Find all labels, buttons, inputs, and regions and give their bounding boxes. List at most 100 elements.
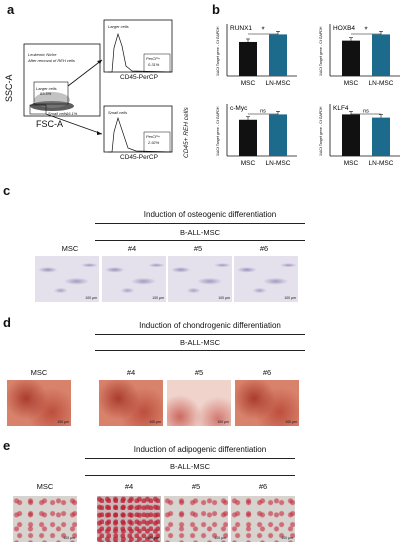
scale-bar-label: 100 µm <box>217 420 229 424</box>
bottom-hist-xaxis: CD45-PerCP <box>120 154 158 161</box>
adipo-title: Induction of adipogenic differentiation <box>133 445 267 454</box>
scale-bar-label: 100 µm <box>147 536 159 540</box>
osteo-image-6: 100 µm <box>234 256 298 302</box>
chart-category-label: LN-MSC <box>266 80 291 87</box>
arrow-larger <box>67 59 103 87</box>
bar <box>269 34 287 76</box>
panel-letter-c: c <box>3 183 11 198</box>
niche-subtitle: After removal of REH cells <box>28 58 75 63</box>
top-hist-xaxis: CD45-PerCP <box>120 74 158 81</box>
arrow-head-icon <box>97 60 102 64</box>
bottom-histogram-curve <box>108 116 173 153</box>
small-gate-pct: 16.1% <box>66 111 78 116</box>
panel-letter-d: d <box>3 315 11 330</box>
adipo-sample-5: #5 <box>191 482 201 491</box>
chondro-group-rule <box>95 350 305 351</box>
bar <box>342 40 360 76</box>
bar <box>372 34 390 76</box>
chart-category-label: MSC <box>241 160 256 167</box>
scale-bar-label: 100 µm <box>149 420 161 424</box>
chart-category-label: MSC <box>344 80 359 87</box>
bottom-histogram-frame <box>103 105 173 153</box>
chart-y-label: 1/ΔCt Target gene - Ct GAPDH <box>216 26 220 76</box>
scale-bar-label: 100 µm <box>152 296 164 300</box>
chart-y-label: 1/ΔCt Target gene - Ct GAPDH <box>319 26 323 76</box>
osteo-image-msc: 100 µm <box>35 256 99 302</box>
adipo-image-5: 100 µm <box>164 496 228 542</box>
top-histogram-curve <box>108 32 173 73</box>
osteo-sample-6: #6 <box>259 244 269 253</box>
osteo-title-rule <box>95 223 305 224</box>
ssc-a-axis: SSC-A <box>2 60 16 110</box>
chart-category-label: MSC <box>241 80 256 87</box>
chart-y-label: 1/ΔCt Target gene - Ct GAPDH <box>319 106 323 156</box>
panel-letter-b: b <box>212 2 220 17</box>
flow-cytometry-panel <box>23 19 173 153</box>
chondro-sample-6: #6 <box>262 368 272 377</box>
chondro-image-msc: 100 µm <box>7 380 71 426</box>
chart-category-label: LN-MSC <box>369 80 394 87</box>
scale-bar-label: 100 µm <box>218 296 230 300</box>
chart-y-label: 1/ΔCt Target gene - Ct GAPDH <box>216 106 220 156</box>
osteo-title: Induction of osteogenic differentiation <box>143 210 277 219</box>
chart-category-label: LN-MSC <box>266 160 291 167</box>
adipo-group-rule <box>85 475 295 476</box>
chart-category-label: LN-MSC <box>369 160 394 167</box>
significance-label: * <box>261 26 264 35</box>
chondro-image-6: 100 µm <box>235 380 299 426</box>
osteo-sample-msc: MSC <box>61 244 79 253</box>
chart-title: c-Myc <box>230 105 248 112</box>
chart-title: RUNX1 <box>230 25 252 32</box>
arrow-head-icon <box>97 131 102 135</box>
significance-label: ns <box>363 109 369 115</box>
panel-letter-a: a <box>7 2 15 17</box>
osteo-sample-4: #4 <box>127 244 137 253</box>
chondro-title-rule <box>95 334 305 335</box>
bottom-hist-title: Small cells <box>108 110 128 115</box>
ssc-a-label: SSC-A <box>4 74 14 102</box>
bar <box>239 41 257 76</box>
arrow-small <box>45 113 103 135</box>
adipo-sample-6: #6 <box>258 482 268 491</box>
scale-bar-label: 100 µm <box>281 536 293 540</box>
bar <box>269 114 287 156</box>
scale-bar-label: 100 µm <box>285 420 297 424</box>
adipo-sample-msc: MSC <box>36 482 54 491</box>
adipo-image-msc: 100 µm <box>13 496 77 542</box>
top-histogram-frame <box>103 19 173 73</box>
chondro-image-5: 100 µm <box>167 380 231 426</box>
bar <box>239 119 257 156</box>
small-cells-gate <box>29 104 47 115</box>
larger-gate-label: Larger cells <box>36 86 57 91</box>
chart-title: HOXB4 <box>333 25 355 32</box>
chondro-group-label: B-ALL-MSC <box>179 338 220 347</box>
adipo-group-label: B-ALL-MSC <box>169 462 210 471</box>
cd45-side-label-wrap: CD45+ REH cells <box>183 100 193 160</box>
bottom-hist-pct: 2.92% <box>148 140 160 145</box>
scale-bar-label: 100 µm <box>57 420 69 424</box>
larger-gate-pct: 83.5% <box>40 91 52 96</box>
osteo-group-label: B-ALL-MSC <box>179 228 220 237</box>
bottom-perCP-gate <box>143 131 171 153</box>
top-hist-title: Larger cells <box>108 24 129 29</box>
adipo-image-6: 100 µm <box>231 496 295 542</box>
scale-bar-label: 100 µm <box>85 296 97 300</box>
chondro-sample-5: #5 <box>194 368 204 377</box>
qpcr-bar-charts: RUNX1 1/ΔCt Target gene - Ct GAPDH MSC LN-M… <box>216 24 400 167</box>
chondro-sample-4: #4 <box>126 368 136 377</box>
chondro-sample-msc: MSC <box>30 368 48 377</box>
scale-bar-label: 100 µm <box>214 536 226 540</box>
adipo-title-rule <box>85 458 295 459</box>
significance-label: ns <box>260 109 266 115</box>
bar <box>372 117 390 156</box>
chart-category-label: MSC <box>344 160 359 167</box>
scale-bar-label: 100 µm <box>63 536 75 540</box>
top-hist-gate: PerCP+ <box>146 56 161 61</box>
top-perCP-gate <box>143 53 171 73</box>
osteo-image-5: 100 µm <box>168 256 232 302</box>
osteo-image-4: 100 µm <box>102 256 166 302</box>
significance-label: * <box>364 26 367 35</box>
larger-cells-gate <box>33 81 69 105</box>
osteo-group-rule <box>95 240 305 241</box>
small-gate-label: Small cells <box>48 111 68 116</box>
